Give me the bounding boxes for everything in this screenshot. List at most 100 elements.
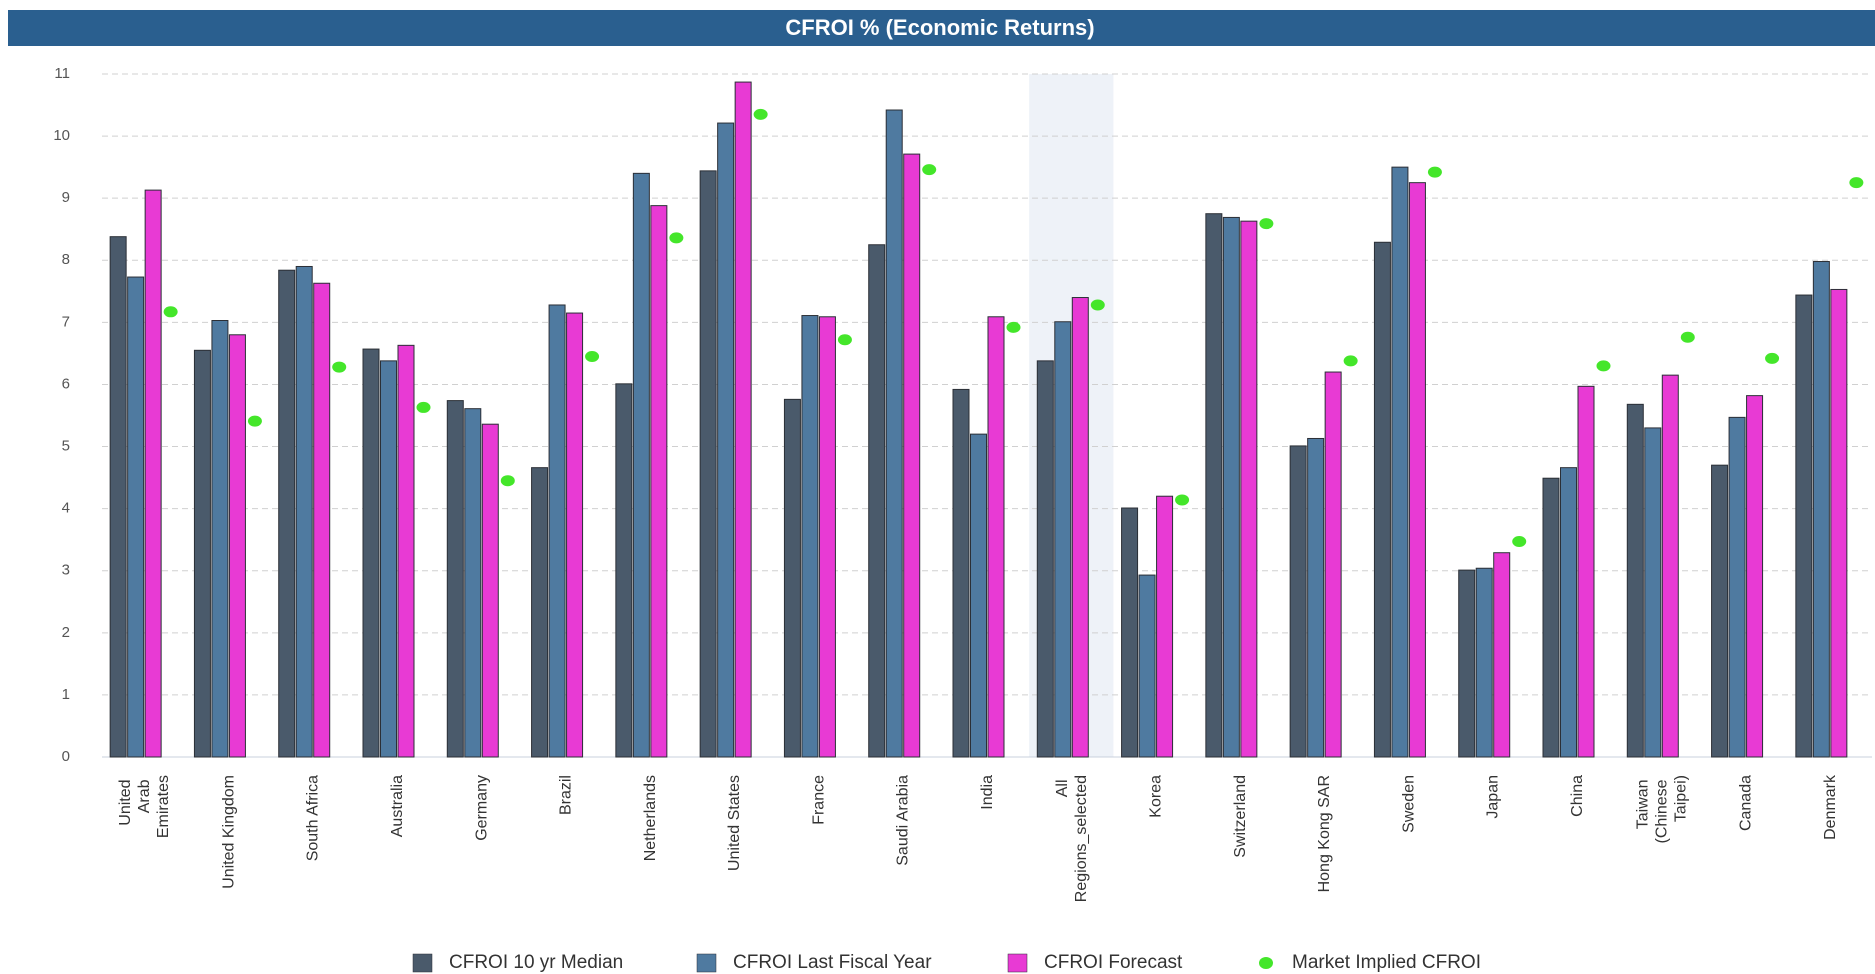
bar — [446, 400, 464, 758]
marker — [163, 306, 178, 318]
x-tick-label: Sweden — [1400, 775, 1417, 833]
bar — [1812, 261, 1830, 758]
x-tick-group: France — [810, 775, 827, 825]
marker — [1175, 494, 1190, 506]
bar — [1391, 166, 1409, 758]
bar — [885, 109, 903, 758]
x-tick-label: United Arab Emirates — [117, 775, 172, 838]
bar — [1324, 371, 1342, 758]
marker — [332, 361, 347, 373]
marker — [922, 164, 937, 176]
bar — [228, 334, 246, 758]
x-tick-label: Netherlands — [642, 775, 659, 861]
legend-marker — [1259, 957, 1273, 969]
legend-label: CFROI Last Fiscal Year — [733, 952, 932, 973]
bar — [397, 344, 415, 758]
bar — [970, 433, 987, 758]
bar — [1830, 288, 1848, 758]
x-tick-group: Hong Kong SAR — [1316, 775, 1333, 892]
bar — [1661, 374, 1679, 758]
x-tick-label: Taiwan (Chinese Taipei) — [1634, 775, 1689, 843]
marker — [1512, 536, 1527, 548]
bar — [1746, 395, 1764, 758]
x-tick-group: Sweden — [1400, 775, 1417, 833]
x-tick-group: All Regions_selected — [1054, 775, 1090, 902]
marker — [500, 475, 515, 487]
marker — [585, 351, 600, 363]
bar — [987, 316, 1005, 758]
x-tick-label: United Kingdom — [220, 775, 237, 889]
bar — [193, 349, 211, 758]
x-tick-label: China — [1569, 775, 1586, 817]
legend-swatch — [412, 953, 433, 973]
x-tick-group: Japan — [1485, 775, 1502, 819]
bar — [801, 315, 819, 758]
bar — [632, 172, 650, 758]
bar — [1728, 416, 1746, 758]
y-tick-label: 4 — [62, 500, 70, 517]
bar — [952, 388, 970, 758]
legend-label: CFROI 10 yr Median — [449, 952, 623, 973]
bar — [1475, 567, 1493, 758]
marker — [1765, 352, 1780, 364]
bar — [380, 360, 397, 758]
x-tick-group: Saudi Arabia — [895, 775, 912, 866]
y-tick-label: 11 — [54, 65, 70, 82]
y-tick-label: 6 — [62, 375, 70, 392]
bar — [1307, 437, 1325, 758]
bar — [1493, 552, 1511, 758]
bar — [481, 423, 499, 758]
x-tick-label: United States — [726, 775, 743, 871]
x-tick-group: Netherlands — [642, 775, 659, 861]
bar — [1222, 216, 1240, 758]
marker — [837, 334, 852, 346]
bar — [1795, 294, 1813, 758]
bar — [144, 189, 162, 758]
bar — [1408, 182, 1426, 758]
bar — [1205, 213, 1223, 758]
legend-swatch — [696, 953, 717, 973]
y-tick-label: 0 — [62, 748, 70, 765]
bar — [566, 312, 584, 758]
marker — [1427, 166, 1442, 178]
bar — [1560, 467, 1577, 758]
bar — [734, 81, 752, 758]
x-tick-group: United Kingdom — [220, 775, 237, 889]
bar — [1240, 220, 1258, 758]
chart-title: CFROI % (Economic Returns) — [785, 15, 1094, 40]
bar — [1289, 445, 1307, 758]
bar — [1036, 360, 1054, 758]
bar — [531, 467, 549, 758]
bar — [1138, 574, 1156, 758]
marker — [753, 108, 768, 120]
bar — [295, 265, 313, 758]
marker — [1596, 360, 1611, 372]
x-tick-label: Canada — [1738, 775, 1755, 831]
bar — [783, 398, 801, 758]
x-tick-group: South Africa — [305, 775, 322, 861]
x-tick-label: Switzerland — [1232, 775, 1249, 858]
x-tick-group: Korea — [1148, 775, 1165, 818]
marker — [1849, 177, 1864, 189]
bar — [1373, 241, 1391, 758]
x-tick-label: Saudi Arabia — [895, 775, 912, 866]
bar — [868, 244, 886, 758]
x-tick-label: Hong Kong SAR — [1316, 775, 1333, 892]
bar — [1071, 297, 1089, 758]
y-tick-label: 7 — [62, 313, 70, 330]
bar — [699, 170, 717, 758]
y-tick-label: 2 — [62, 624, 70, 641]
x-tick-label: India — [979, 775, 996, 810]
bar — [1542, 477, 1560, 758]
x-tick-group: Canada — [1738, 775, 1755, 831]
legend-label: Market Implied CFROI — [1292, 952, 1481, 973]
x-tick-label: France — [810, 775, 827, 825]
x-tick-group: United Arab Emirates — [117, 775, 172, 838]
y-tick-label: 1 — [62, 686, 70, 703]
bar — [1458, 569, 1476, 758]
x-tick-group: China — [1569, 775, 1586, 817]
bar — [1156, 495, 1174, 758]
bar — [818, 316, 836, 758]
title-bar — [8, 10, 1875, 46]
